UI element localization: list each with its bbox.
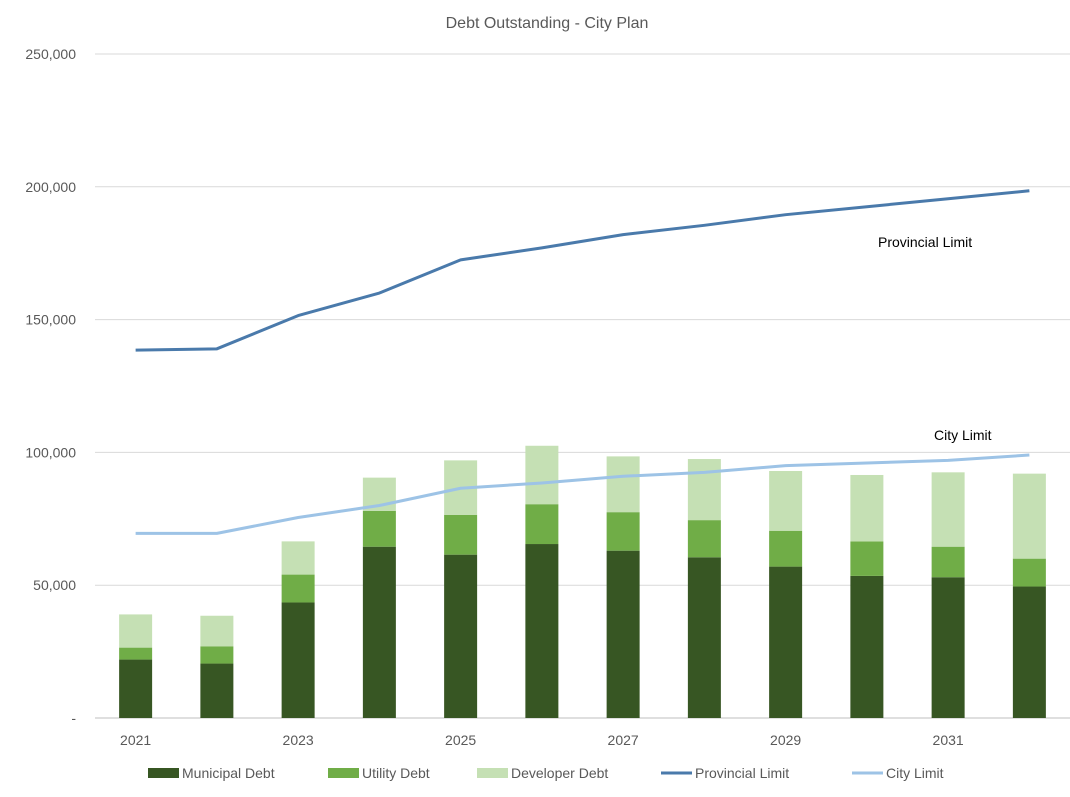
municipal-debt-bar xyxy=(1012,586,1046,718)
x-tick-label: 2025 xyxy=(445,732,476,748)
utility-debt-bar xyxy=(362,510,396,547)
legend-label-developer-debt: Developer Debt xyxy=(511,765,608,781)
legend: Municipal Debt Utility Debt Developer Debt… xyxy=(148,765,944,781)
utility-debt-bar xyxy=(931,546,965,578)
x-tick-label: 2021 xyxy=(120,732,151,748)
legend-swatch-municipal-debt xyxy=(148,768,179,778)
line-series xyxy=(135,189,1030,535)
utility-debt-bar xyxy=(281,574,315,603)
legend-label-municipal-debt: Municipal Debt xyxy=(182,765,275,781)
x-tick-label: 2023 xyxy=(283,732,314,748)
developer-debt-bar xyxy=(525,445,559,505)
legend-swatch-utility-debt xyxy=(328,768,359,778)
developer-debt-bar xyxy=(931,472,965,547)
utility-debt-bar xyxy=(525,504,559,545)
utility-debt-bar xyxy=(1012,558,1046,587)
developer-debt-bar xyxy=(119,614,153,648)
x-tick-label: 2029 xyxy=(770,732,801,748)
developer-debt-bar xyxy=(281,541,315,575)
chart-title: Debt Outstanding - City Plan xyxy=(446,15,649,32)
municipal-debt-bar xyxy=(769,566,803,718)
gridlines xyxy=(95,53,1070,719)
y-tick-label: 250,000 xyxy=(25,46,76,62)
municipal-debt-bar xyxy=(687,557,721,718)
y-tick-label: 100,000 xyxy=(25,444,76,460)
utility-debt-bar xyxy=(444,514,478,555)
legend-label-utility-debt: Utility Debt xyxy=(362,765,430,781)
municipal-debt-bar xyxy=(525,544,559,718)
city-limit-annotation: City Limit xyxy=(934,427,992,443)
x-tick-label: 2031 xyxy=(933,732,964,748)
developer-debt-bar xyxy=(769,470,803,531)
utility-debt-bar xyxy=(850,541,884,576)
x-tick-label: 2027 xyxy=(608,732,639,748)
municipal-debt-bar xyxy=(444,554,478,718)
legend-label-provincial-limit: Provincial Limit xyxy=(695,765,789,781)
bar-series xyxy=(119,445,1046,718)
municipal-debt-bar xyxy=(200,663,234,718)
y-tick-label: 200,000 xyxy=(25,179,76,195)
municipal-debt-bar xyxy=(119,659,153,718)
legend-swatch-developer-debt xyxy=(477,768,508,778)
municipal-debt-bar xyxy=(606,550,640,718)
legend-label-city-limit: City Limit xyxy=(886,765,944,781)
developer-debt-bar xyxy=(687,459,721,521)
municipal-debt-bar xyxy=(850,575,884,718)
developer-debt-bar xyxy=(850,474,884,542)
y-tick-label: 50,000 xyxy=(33,577,76,593)
utility-debt-bar xyxy=(119,647,153,660)
developer-debt-bar xyxy=(606,456,640,513)
x-axis-tick-labels: 2021 2023 2025 2027 2029 2031 xyxy=(120,732,964,748)
utility-debt-bar xyxy=(687,520,721,558)
y-tick-label: - xyxy=(71,710,76,726)
city-limit-line xyxy=(135,453,1030,535)
municipal-debt-bar xyxy=(281,602,315,718)
utility-debt-bar xyxy=(606,512,640,551)
developer-debt-bar xyxy=(200,615,234,647)
y-tick-label: 150,000 xyxy=(25,312,76,328)
provincial-limit-annotation: Provincial Limit xyxy=(878,234,972,250)
municipal-debt-bar xyxy=(931,577,965,718)
developer-debt-bar xyxy=(1012,473,1046,559)
y-axis-tick-labels: - 50,000 100,000 150,000 200,000 250,000 xyxy=(25,46,76,726)
municipal-debt-bar xyxy=(362,546,396,718)
provincial-limit-line xyxy=(135,189,1030,352)
utility-debt-bar xyxy=(200,646,234,664)
utility-debt-bar xyxy=(769,530,803,567)
